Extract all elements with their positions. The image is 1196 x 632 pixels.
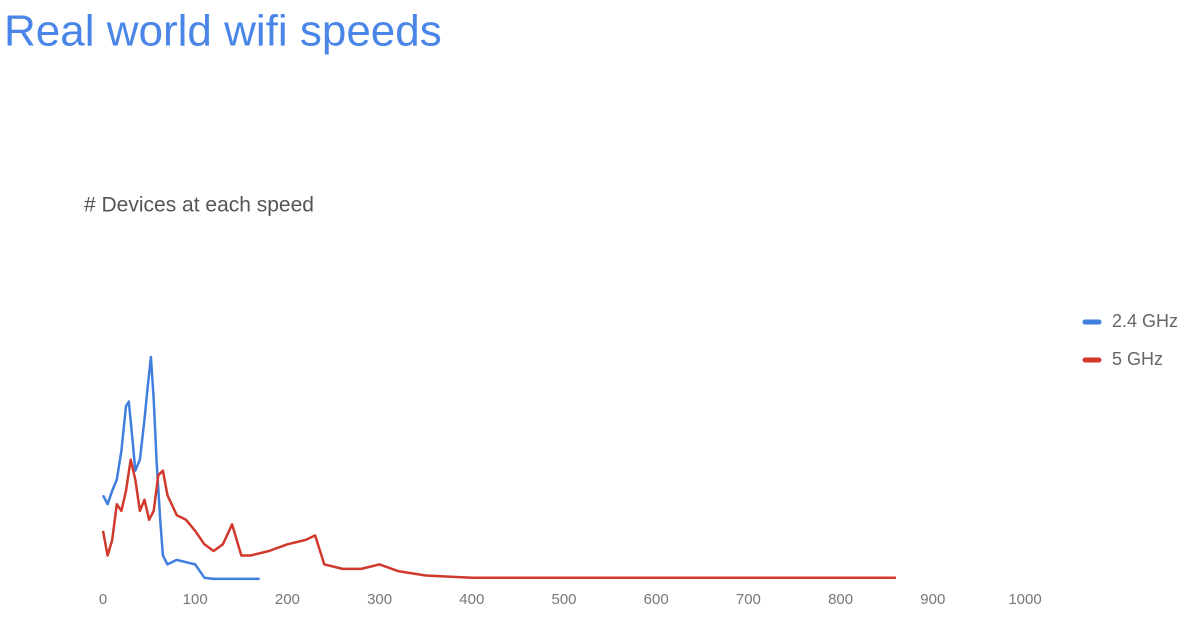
series-line <box>101 458 896 580</box>
x-tick-label: 600 <box>644 591 669 608</box>
x-tick-label: 300 <box>367 591 392 608</box>
legend-label: 2.4 GHz <box>1112 311 1178 331</box>
x-tick-label: 400 <box>459 591 484 608</box>
x-tick-label: 0 <box>99 591 107 608</box>
x-tick-label: 100 <box>183 591 208 608</box>
x-tick-label: 200 <box>275 591 300 608</box>
x-tick-label: 800 <box>828 591 853 608</box>
series-line <box>101 355 260 581</box>
chart-subtitle: # Devices at each speed <box>84 194 314 217</box>
x-tick-label: 500 <box>551 591 576 608</box>
x-tick-label: 700 <box>736 591 761 608</box>
x-tick-label: 900 <box>920 591 945 608</box>
legend-label: 5 GHz <box>1112 349 1163 369</box>
chart-title: Real world wifi speeds <box>4 7 442 56</box>
x-tick-label: 1000 <box>1008 591 1041 608</box>
